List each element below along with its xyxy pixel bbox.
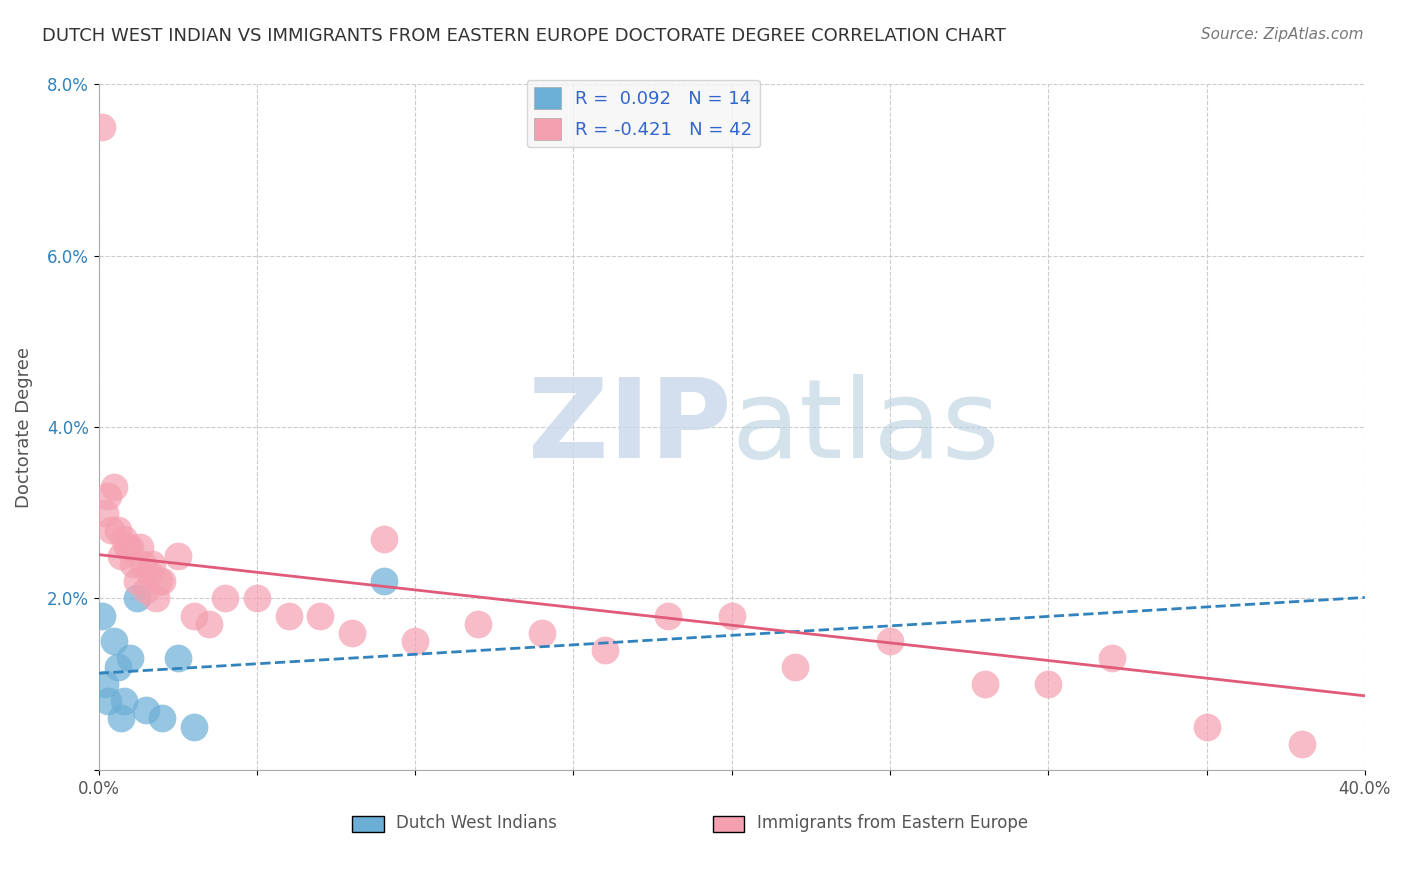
Point: [1038, 677, 1060, 691]
Text: atlas: atlas: [731, 374, 1000, 481]
Point: [107, 523, 129, 537]
Point: [103, 480, 125, 494]
Point: [107, 660, 129, 674]
Point: [277, 608, 299, 623]
Point: [90, 608, 112, 623]
Point: [373, 574, 395, 589]
Point: [125, 574, 148, 589]
Point: [148, 574, 170, 589]
Text: Dutch West Indians: Dutch West Indians: [396, 814, 557, 832]
Legend: R =  0.092   N = 14, R = -0.421   N = 42: R = 0.092 N = 14, R = -0.421 N = 42: [526, 79, 759, 147]
Point: [309, 608, 332, 623]
Point: [373, 532, 395, 546]
Text: Source: ZipAtlas.com: Source: ZipAtlas.com: [1201, 27, 1364, 42]
Point: [1195, 720, 1218, 734]
Point: [132, 558, 155, 572]
Point: [1101, 651, 1123, 665]
Point: [103, 634, 125, 648]
Point: [720, 608, 742, 623]
Point: [246, 591, 269, 606]
Point: [112, 694, 135, 708]
Text: DUTCH WEST INDIAN VS IMMIGRANTS FROM EASTERN EUROPE DOCTORATE DEGREE CORRELATION: DUTCH WEST INDIAN VS IMMIGRANTS FROM EAS…: [42, 27, 1007, 45]
Y-axis label: Doctorate Degree: Doctorate Degree: [15, 347, 32, 508]
Point: [110, 711, 132, 725]
Point: [94, 506, 117, 520]
Point: [974, 677, 997, 691]
Point: [340, 625, 363, 640]
Point: [657, 608, 679, 623]
Point: [97, 694, 120, 708]
Point: [120, 540, 142, 554]
Point: [94, 677, 117, 691]
Point: [1291, 737, 1313, 751]
Text: ZIP: ZIP: [529, 374, 731, 481]
FancyBboxPatch shape: [352, 816, 384, 831]
Point: [128, 540, 150, 554]
Point: [115, 540, 138, 554]
Point: [150, 711, 173, 725]
Point: [467, 617, 489, 632]
Point: [593, 643, 616, 657]
Point: [125, 591, 148, 606]
Point: [214, 591, 236, 606]
Point: [112, 532, 135, 546]
Point: [166, 549, 188, 563]
Point: [100, 523, 122, 537]
FancyBboxPatch shape: [713, 816, 744, 831]
Point: [404, 634, 426, 648]
Point: [135, 582, 157, 597]
Point: [138, 566, 160, 580]
Point: [97, 489, 120, 503]
Point: [122, 558, 145, 572]
Point: [198, 617, 221, 632]
Point: [879, 634, 901, 648]
Point: [183, 720, 205, 734]
Point: [135, 703, 157, 717]
Point: [150, 574, 173, 589]
Point: [145, 591, 167, 606]
Point: [110, 549, 132, 563]
Point: [120, 651, 142, 665]
Point: [166, 651, 188, 665]
Point: [783, 660, 806, 674]
Point: [183, 608, 205, 623]
Point: [530, 625, 553, 640]
Point: [141, 558, 163, 572]
Text: Immigrants from Eastern Europe: Immigrants from Eastern Europe: [756, 814, 1028, 832]
Point: [90, 120, 112, 135]
